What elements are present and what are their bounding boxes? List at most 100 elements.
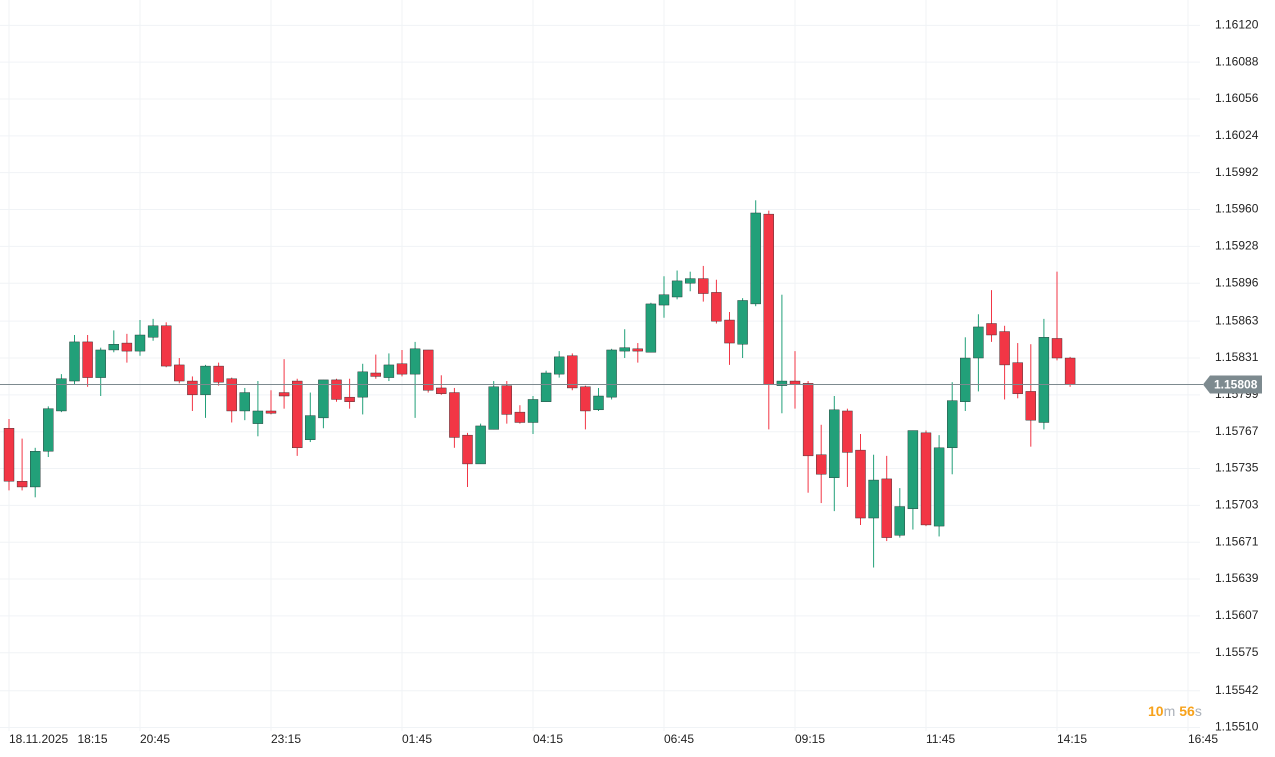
countdown-seconds: 56: [1179, 703, 1195, 719]
candle-body: [501, 385, 512, 415]
candle-body: [318, 379, 329, 419]
y-tick-label: 1.15671: [1215, 534, 1259, 548]
x-tick-label: 09:15: [795, 732, 825, 746]
y-tick-label: 1.15542: [1215, 683, 1259, 697]
candle-body: [226, 378, 237, 412]
candle-body: [409, 348, 421, 375]
candle-body: [95, 349, 106, 378]
candle-body: [1025, 391, 1037, 421]
candle-body: [960, 357, 971, 402]
candle-body: [698, 278, 709, 294]
x-tick-label: 16:45: [1188, 732, 1218, 746]
y-tick-label: 1.16120: [1215, 17, 1259, 31]
candle-body: [632, 348, 643, 352]
y-tick-label: 1.15510: [1215, 720, 1259, 734]
candle-body: [645, 303, 657, 353]
x-tick-label: 18.11.2025 18:15: [9, 732, 108, 746]
candle-body: [658, 294, 670, 306]
y-tick-label: 1.15928: [1215, 239, 1259, 253]
candle-body: [685, 278, 696, 284]
candle-body: [737, 300, 748, 345]
candle-body: [763, 213, 774, 385]
candle-body: [174, 364, 185, 382]
y-tick-label: 1.15575: [1215, 645, 1259, 659]
candle-body: [855, 449, 866, 519]
candle-body: [436, 387, 447, 394]
candle-body: [999, 331, 1010, 366]
candle-body: [292, 380, 303, 449]
y-tick-label: 1.15607: [1215, 608, 1259, 622]
x-tick-label: 06:45: [664, 732, 694, 746]
candle-body: [554, 356, 565, 375]
y-tick-label: 1.15767: [1215, 424, 1259, 438]
candle-body: [567, 355, 578, 389]
candle-body: [947, 400, 958, 449]
candle-body: [789, 380, 801, 385]
countdown: 10m 56s: [1148, 703, 1202, 719]
overlay: 1.16120 1.16088 1.16056 1.16024 1.15992 1.159…: [0, 17, 1262, 746]
candle-body: [1064, 357, 1076, 385]
last-price-label: 1.15808: [1214, 378, 1258, 392]
candle-body: [593, 395, 604, 411]
candle-body: [842, 410, 853, 453]
candle-body: [606, 349, 617, 398]
last-price-tag: [1203, 375, 1262, 394]
candle-body: [3, 428, 15, 482]
candle-body: [475, 425, 486, 465]
candle-body: [344, 396, 355, 402]
candle-body: [187, 380, 198, 396]
grid: [0, 0, 1200, 731]
candle-body: [868, 479, 879, 519]
candle-body: [56, 378, 67, 412]
x-tick-label: 04:15: [533, 732, 563, 746]
candle-body: [724, 319, 735, 344]
x-tick-label: 01:45: [402, 732, 432, 746]
candle-body: [331, 379, 342, 400]
candle-body: [147, 325, 159, 338]
x-tick-label: 11:45: [926, 732, 955, 746]
candle-body: [1012, 362, 1023, 394]
candle-body: [449, 392, 460, 438]
candle-body: [619, 347, 630, 352]
candle-body: [160, 325, 172, 367]
candle-body: [423, 349, 434, 391]
candle-body: [829, 409, 840, 478]
y-tick-label: 1.15960: [1215, 202, 1259, 216]
candle-body: [973, 326, 984, 359]
candle-body: [881, 478, 892, 538]
candle-body: [514, 411, 526, 423]
x-tick-label: 23:15: [271, 732, 301, 746]
candle-body: [69, 341, 80, 382]
y-tick-label: 1.16056: [1215, 91, 1259, 105]
candle-body: [134, 334, 146, 352]
candle-body: [265, 410, 277, 414]
candle-body: [907, 430, 919, 510]
candle-body: [816, 454, 827, 475]
candle-body: [278, 392, 290, 397]
candle-body: [1038, 337, 1050, 423]
candle-body: [200, 365, 211, 396]
y-tick-label: 1.16088: [1215, 54, 1259, 68]
candle-body: [239, 392, 251, 412]
x-tick-label: 20:45: [140, 732, 170, 746]
candle-body: [30, 451, 41, 488]
y-tick-label: 1.16024: [1215, 128, 1259, 142]
candle-body: [16, 480, 28, 488]
candle-body: [894, 506, 905, 536]
candle-body: [580, 386, 591, 412]
candle-body: [920, 432, 932, 526]
candle-body: [462, 434, 473, 465]
candle-body: [43, 408, 54, 452]
candle-body: [671, 280, 683, 298]
candle-body: [370, 372, 381, 377]
candle-body: [527, 399, 539, 423]
candle-body: [986, 323, 997, 336]
candle-body: [933, 447, 945, 527]
candle-body: [108, 344, 120, 351]
candle-body: [488, 386, 499, 430]
candle-body: [711, 292, 722, 322]
candle-body: [305, 415, 316, 440]
